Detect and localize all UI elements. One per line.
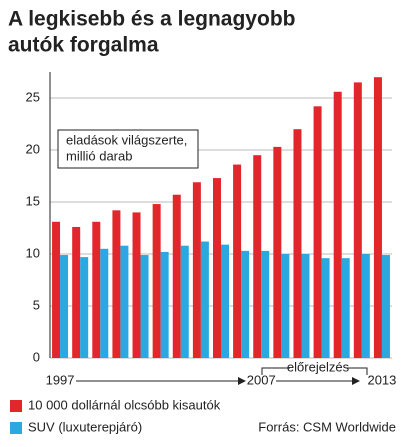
chart-title: A legkisebb és a legnagyobb [8, 8, 295, 31]
y-tick-label: 15 [26, 193, 40, 208]
bar [60, 255, 69, 358]
y-tick-label: 0 [33, 349, 40, 364]
bar [381, 255, 390, 358]
bar [293, 129, 302, 358]
legend-label: SUV (luxuterepjáró) [28, 419, 142, 434]
arrow-head [238, 377, 246, 385]
bar [261, 250, 270, 358]
y-tick-label: 20 [26, 141, 40, 156]
bar [253, 155, 262, 358]
y-tick-label: 25 [26, 89, 40, 104]
bar [273, 146, 282, 358]
bar [172, 194, 181, 358]
bar [241, 250, 250, 358]
bar [200, 241, 209, 358]
x-tick-label: 2013 [367, 372, 396, 387]
arrow-head [352, 377, 360, 385]
bar [160, 251, 169, 358]
bar [80, 257, 89, 358]
bar [373, 77, 382, 358]
legend-label: 10 000 dollárnál olcsóbb kisautók [28, 397, 221, 412]
bar [120, 245, 129, 358]
chart-title: autók forgalma [8, 34, 159, 57]
bar [112, 210, 121, 358]
legend-swatch [10, 422, 22, 434]
x-tick-label: 1997 [46, 372, 75, 387]
bar [321, 258, 330, 358]
y-tick-label: 5 [33, 297, 40, 312]
forecast-label: előrejelzés [287, 359, 350, 374]
annotation: millió darab [66, 148, 132, 163]
bar [233, 164, 242, 358]
bar [140, 255, 149, 358]
bar [192, 182, 201, 358]
bar [72, 226, 81, 358]
bar [341, 258, 350, 358]
bar [52, 221, 61, 358]
bar [361, 254, 370, 358]
bar [221, 244, 229, 358]
bar [152, 204, 161, 358]
x-tick-label: 2007 [247, 372, 276, 387]
legend-swatch [10, 400, 22, 412]
annotation-box [57, 129, 199, 169]
annotation: eladások világszerte, [66, 132, 187, 147]
bar [353, 82, 362, 359]
forecast-bg [290, 361, 346, 375]
bar [100, 248, 109, 358]
bar [92, 221, 101, 358]
bar [301, 254, 310, 358]
source: Forrás: CSM Worldwide [258, 419, 396, 434]
y-tick-label: 10 [26, 245, 40, 260]
bar [180, 245, 189, 358]
bar [313, 106, 322, 358]
bar [281, 254, 290, 358]
bar [132, 212, 141, 358]
bar [333, 91, 342, 358]
bar [213, 178, 221, 358]
